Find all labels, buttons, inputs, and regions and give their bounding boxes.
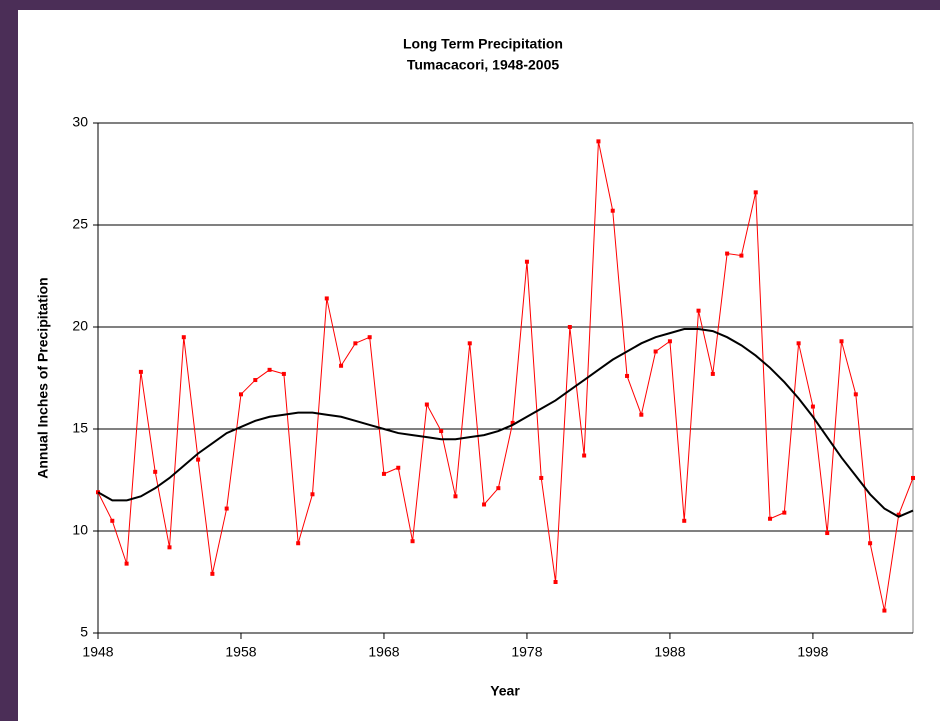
data-point	[653, 349, 658, 354]
data-point	[682, 518, 687, 523]
data-point	[825, 531, 830, 536]
chart-title: Long Term Precipitation	[403, 36, 563, 52]
data-point	[367, 335, 372, 340]
data-point	[510, 420, 515, 425]
x-tick-label: 1948	[82, 644, 113, 660]
series-line	[97, 328, 914, 518]
data-point	[839, 339, 844, 344]
series-line	[97, 141, 914, 611]
data-point	[639, 412, 644, 417]
data-point	[238, 392, 243, 397]
data-point	[453, 494, 458, 499]
y-tick-label: 5	[80, 624, 88, 640]
data-point	[124, 561, 129, 566]
data-point	[567, 325, 572, 329]
y-tick-label: 15	[72, 420, 88, 436]
data-point	[482, 502, 487, 507]
data-point	[796, 341, 801, 346]
data-point	[210, 571, 215, 576]
data-point	[725, 251, 730, 256]
data-point	[224, 506, 229, 511]
data-point	[310, 492, 315, 497]
y-tick-label: 30	[72, 114, 88, 130]
data-point	[424, 402, 429, 407]
data-point	[625, 373, 630, 378]
data-point	[196, 457, 201, 462]
x-tick-label: 1978	[511, 644, 542, 660]
data-point	[410, 539, 415, 544]
data-point	[710, 371, 715, 376]
data-point	[782, 510, 787, 515]
data-point	[439, 429, 444, 434]
data-point	[181, 335, 186, 340]
data-point	[281, 371, 286, 376]
data-point	[896, 512, 901, 517]
data-point	[739, 253, 744, 258]
x-tick-label: 1998	[797, 644, 828, 660]
data-point	[553, 580, 558, 584]
data-point	[496, 486, 501, 491]
data-point	[768, 516, 773, 521]
data-point	[582, 453, 587, 458]
data-point	[610, 208, 615, 213]
data-point	[667, 339, 672, 344]
data-point	[167, 545, 172, 550]
data-point	[467, 341, 472, 346]
data-point	[353, 341, 358, 346]
data-point	[853, 392, 858, 397]
data-point	[596, 139, 601, 144]
y-tick-label: 20	[72, 318, 88, 334]
data-point	[868, 541, 873, 546]
chart-subtitle: Tumacacori, 1948-2005	[407, 57, 559, 73]
data-point	[339, 363, 344, 368]
data-point	[324, 296, 329, 301]
data-point	[110, 518, 115, 523]
x-tick-label: 1968	[368, 644, 399, 660]
data-point	[911, 475, 915, 480]
x-tick-label: 1958	[225, 644, 256, 660]
y-tick-label: 10	[72, 522, 88, 538]
data-point	[696, 308, 701, 313]
data-point	[381, 471, 386, 476]
y-axis-label: Annual Inches of Precipitation	[35, 277, 51, 478]
data-point	[753, 190, 758, 195]
data-point	[396, 465, 401, 470]
x-tick-label: 1988	[654, 644, 685, 660]
data-point	[810, 404, 815, 409]
data-point	[296, 541, 301, 546]
data-point	[539, 475, 544, 480]
chart-area	[18, 10, 940, 721]
y-tick-label: 25	[72, 216, 88, 232]
data-point	[882, 608, 887, 613]
data-point	[524, 259, 529, 264]
data-point	[153, 469, 158, 474]
data-point	[253, 378, 258, 383]
x-axis-label: Year	[490, 683, 520, 699]
data-point	[267, 367, 272, 372]
data-point	[138, 369, 143, 374]
